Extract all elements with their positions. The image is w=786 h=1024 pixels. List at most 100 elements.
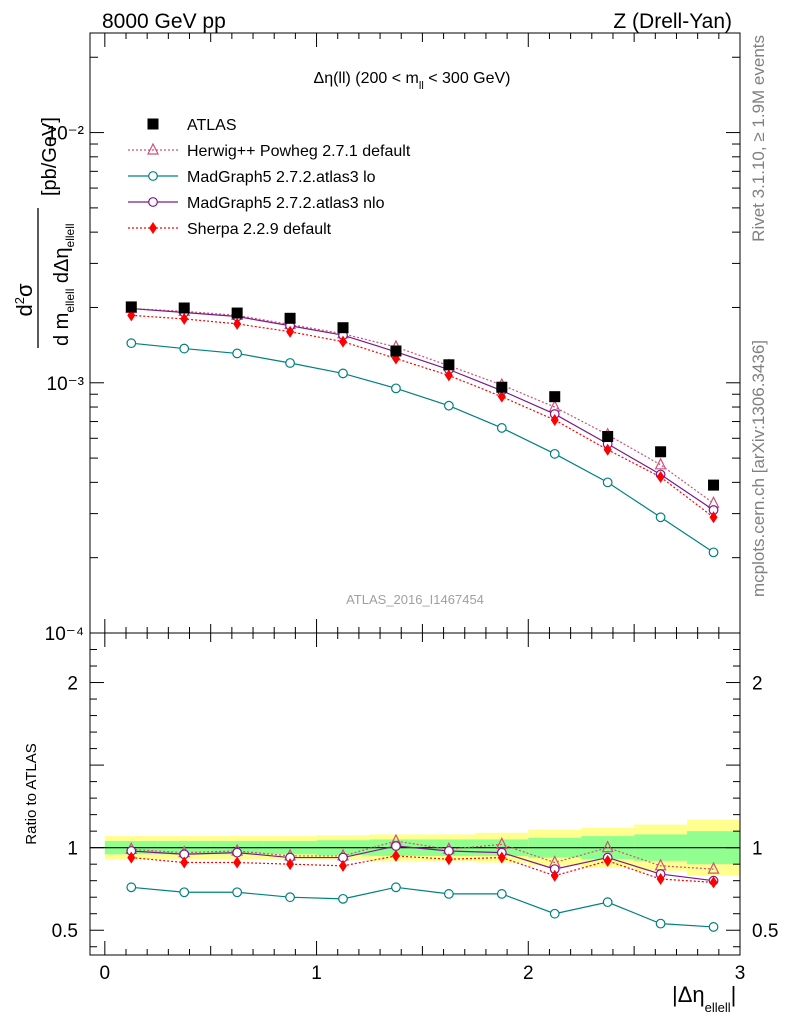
ratio-point-mg_lo bbox=[708, 922, 719, 932]
series-atlas bbox=[125, 301, 720, 491]
y-axis-label-text: d2σ d mellell dΔηellell [pb/GeV] bbox=[12, 117, 77, 348]
point-mg_lo bbox=[285, 358, 295, 368]
legend-item-atlas: ATLAS bbox=[147, 117, 237, 134]
legend: ATLAS Herwig++ Powheg 2.7.1 default MadGra… bbox=[128, 117, 411, 238]
ratio-point-mg_lo bbox=[602, 897, 613, 908]
x-tick-label: 0 bbox=[100, 963, 111, 984]
y-tick-label-right: 2 bbox=[752, 674, 763, 695]
ratio-point-mg_lo bbox=[232, 887, 243, 898]
header-left: 8000 GeV pp bbox=[102, 10, 226, 33]
ratio-point-sherpa bbox=[180, 856, 189, 869]
point-sherpa bbox=[603, 443, 612, 456]
series-mg_lo bbox=[126, 338, 719, 558]
legend-marker-sherpa bbox=[149, 222, 157, 234]
ratio-point-mg_lo bbox=[655, 918, 666, 929]
point-atlas bbox=[496, 381, 508, 393]
legend-item-mg_lo: MadGraph5 2.7.2.atlas3 lo bbox=[128, 169, 376, 186]
ratio-axis-ticks: 0 1 2 3 0.5 0.5 1 1 2 2 bbox=[52, 632, 778, 984]
y-tick-label: 0.5 bbox=[52, 921, 78, 942]
ratio-point-sherpa bbox=[339, 859, 348, 872]
point-mg_lo bbox=[655, 512, 666, 523]
point-mg_lo bbox=[496, 423, 507, 433]
legend-item-sherpa: Sherpa 2.2.9 default bbox=[128, 221, 332, 238]
line-sherpa bbox=[131, 314, 714, 518]
point-atlas bbox=[655, 446, 667, 458]
ratio-point-mg_lo bbox=[179, 887, 190, 898]
y-axis-label: d2σ d mellell dΔηellell [pb/GeV] bbox=[12, 117, 77, 348]
point-sherpa bbox=[339, 335, 348, 348]
point-mg_lo bbox=[443, 400, 454, 411]
rivet-label: Rivet 3.1.10, ≥ 1.9M events bbox=[749, 35, 768, 242]
point-atlas bbox=[231, 307, 243, 319]
ratio-point-sherpa bbox=[233, 856, 242, 869]
ratio-point-sherpa bbox=[709, 876, 718, 889]
x-axis-label: |Δηellell| bbox=[672, 982, 736, 1015]
ratio-point-sherpa bbox=[497, 851, 506, 864]
ratio-point-sherpa bbox=[127, 851, 136, 864]
point-atlas bbox=[549, 391, 561, 403]
watermark: ATLAS_2016_I1467454 bbox=[346, 592, 484, 607]
ratio-y-label: Ratio to ATLAS bbox=[23, 743, 40, 844]
mcplots-label: mcplots.cern.ch [arXiv:1306.3436] bbox=[749, 340, 768, 597]
point-atlas bbox=[708, 479, 720, 491]
y-tick-label: 10⁻⁴ bbox=[45, 624, 84, 645]
line-mg_lo bbox=[131, 342, 714, 553]
ratio-point-mg_nlo bbox=[232, 847, 243, 858]
ratio-line-mg_lo bbox=[131, 886, 714, 928]
point-herwig bbox=[654, 457, 667, 470]
ratio-point-sherpa bbox=[391, 849, 400, 862]
ratio-point-sherpa bbox=[550, 869, 559, 882]
point-sherpa bbox=[656, 471, 665, 484]
point-mg_lo bbox=[708, 547, 719, 558]
ratio-point-mg_nlo bbox=[391, 841, 401, 851]
point-mg_lo bbox=[338, 368, 348, 379]
point-mg_lo bbox=[232, 348, 243, 359]
y-tick-label-right: 0.5 bbox=[752, 921, 778, 942]
series-herwig bbox=[125, 301, 720, 508]
point-mg_lo bbox=[179, 343, 190, 354]
main-axis-ticks: 10⁻⁴ 10⁻³ 10⁻² bbox=[45, 33, 741, 645]
point-atlas bbox=[602, 430, 614, 442]
point-mg_lo bbox=[602, 477, 613, 488]
y-label-numerator: d2σ bbox=[12, 283, 37, 316]
y-tick-label: 2 bbox=[67, 674, 78, 695]
point-sherpa bbox=[233, 317, 242, 330]
point-atlas bbox=[125, 301, 137, 313]
x-tick-label: 3 bbox=[735, 963, 746, 984]
point-sherpa bbox=[286, 325, 295, 338]
y-tick-label: 10⁻³ bbox=[47, 374, 85, 395]
y-label-denominator: d mellell dΔηellell bbox=[51, 223, 77, 346]
legend-label-mg_lo: MadGraph5 2.7.2.atlas3 lo bbox=[187, 169, 376, 186]
point-atlas bbox=[284, 312, 296, 324]
ratio-point-mg_lo bbox=[391, 882, 401, 893]
ratio-point-mg_lo bbox=[126, 882, 137, 893]
legend-marker-herwig bbox=[147, 142, 159, 155]
point-sherpa bbox=[180, 312, 189, 325]
legend-marker-atlas bbox=[147, 118, 159, 130]
ratio-series-mg_lo bbox=[126, 882, 719, 932]
legend-label-atlas: ATLAS bbox=[187, 117, 237, 134]
ratio-point-sherpa bbox=[444, 853, 453, 866]
plot-title: Δη(ll) (200 < mll < 300 GeV) bbox=[314, 70, 511, 92]
y-tick-label: 10⁻² bbox=[47, 124, 85, 145]
point-sherpa bbox=[550, 414, 559, 427]
series-sherpa bbox=[127, 309, 718, 524]
ratio-point-herwig bbox=[601, 840, 614, 853]
point-atlas bbox=[390, 345, 402, 357]
ratio-point-mg_lo bbox=[496, 889, 507, 899]
ratio-point-mg_lo bbox=[285, 892, 295, 903]
legend-item-mg_nlo: MadGraph5 2.7.2.atlas3 nlo bbox=[128, 195, 385, 212]
point-sherpa bbox=[709, 511, 718, 524]
ratio-line-sherpa bbox=[131, 855, 714, 883]
ratio-point-sherpa bbox=[286, 858, 295, 871]
ratio-point-mg_lo bbox=[338, 893, 348, 904]
ratio-frame bbox=[89, 632, 741, 956]
x-tick-label: 2 bbox=[523, 963, 534, 984]
legend-label-sherpa: Sherpa 2.2.9 default bbox=[187, 221, 332, 238]
ratio-line-mg_nlo bbox=[131, 845, 714, 882]
point-atlas bbox=[337, 322, 349, 334]
ratio-point-mg_lo bbox=[443, 889, 454, 899]
y-label-unit: [pb/GeV] bbox=[39, 117, 61, 196]
legend-label-mg_nlo: MadGraph5 2.7.2.atlas3 nlo bbox=[187, 195, 385, 212]
